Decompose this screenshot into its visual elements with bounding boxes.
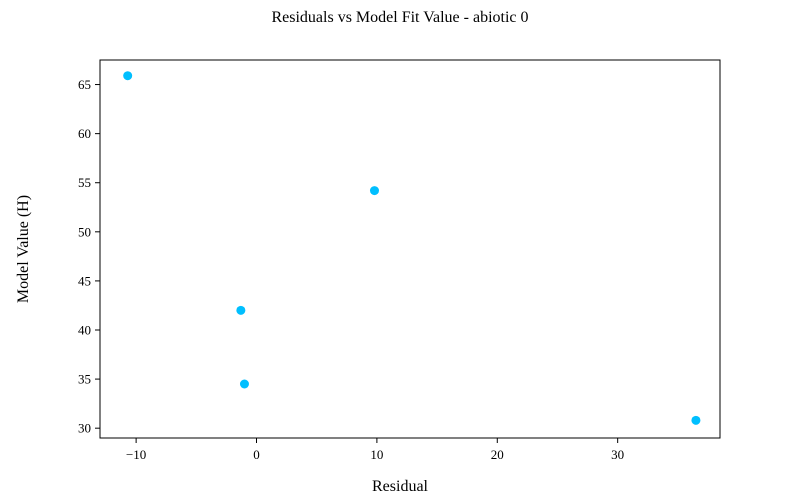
y-tick-label: 55 <box>78 175 91 190</box>
y-axis-label: Model Value (H) <box>15 195 32 303</box>
x-tick-label: 30 <box>611 447 624 462</box>
y-tick-label: 30 <box>78 421 91 436</box>
x-tick-label: 10 <box>370 447 383 462</box>
x-axis-label: Residual <box>372 478 429 495</box>
x-tick-label: 20 <box>491 447 504 462</box>
y-tick-label: 60 <box>78 126 91 141</box>
y-tick-label: 40 <box>78 323 91 338</box>
chart-title: Residuals vs Model Fit Value - abiotic 0 <box>271 9 528 26</box>
scatter-point <box>239 379 249 389</box>
scatter-point <box>369 186 379 196</box>
y-tick-label: 50 <box>78 224 91 239</box>
y-tick-label: 45 <box>78 273 91 288</box>
scatter-point <box>691 415 701 425</box>
y-tick-label: 65 <box>78 77 91 92</box>
plot-area-frame <box>99 59 721 439</box>
x-axis: −10 0 10 20 30 <box>126 438 624 462</box>
data-points <box>123 71 701 425</box>
y-tick-label: 35 <box>78 372 91 387</box>
y-axis: 30 35 40 45 50 55 60 65 <box>78 77 100 436</box>
x-tick-label: −10 <box>126 447 146 462</box>
scatter-point <box>123 71 133 81</box>
scatter-point <box>236 305 246 315</box>
x-tick-label: 0 <box>253 447 260 462</box>
